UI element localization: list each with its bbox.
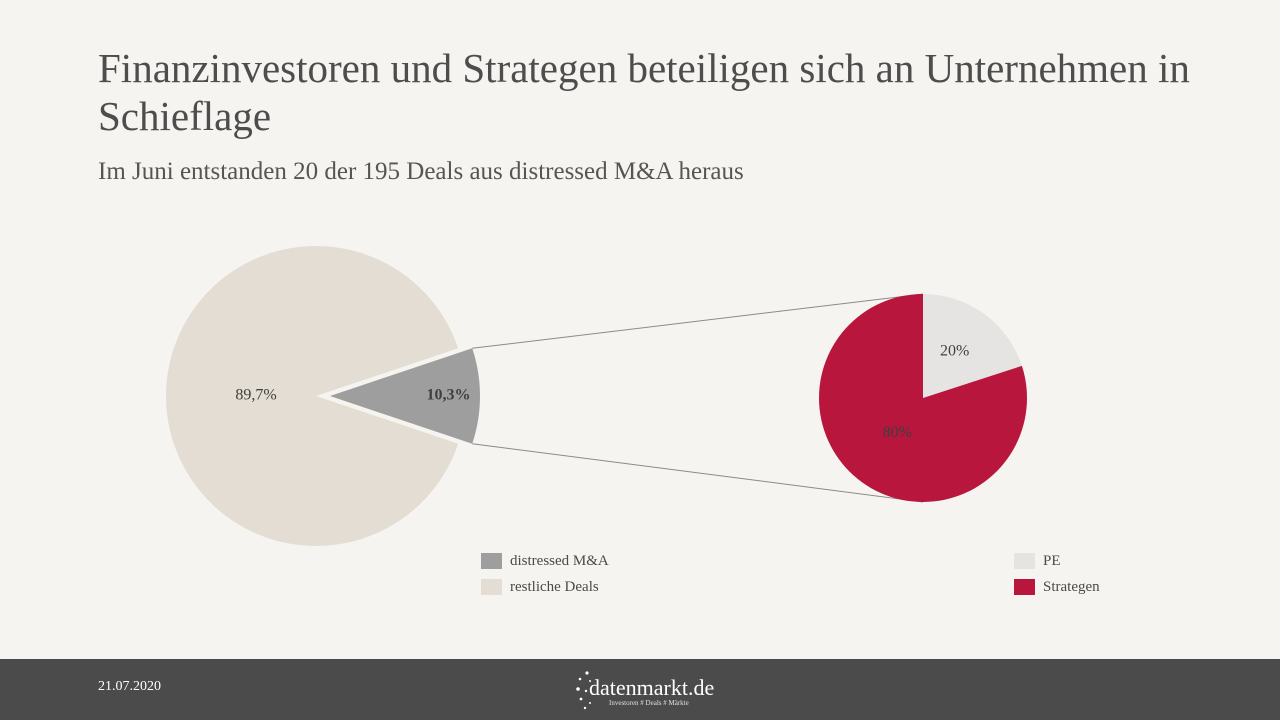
footer-date: 21.07.2020	[98, 679, 161, 694]
connector-line-top	[472, 293, 924, 349]
data-label-distressed-m-a: 10,3%	[427, 387, 471, 404]
main-pie: 89,7% 10,3%	[165, 246, 480, 547]
pie-slice-distressed-m-a[interactable]	[330, 348, 480, 444]
connector-line-bottom	[472, 443, 924, 503]
legend-swatch-distressed	[481, 553, 502, 569]
sub-pie: 20% 80%	[818, 294, 1027, 502]
legend-item-restliche[interactable]: restliche Deals	[481, 574, 609, 600]
legend-item-distressed[interactable]: distressed M&A	[481, 548, 609, 574]
pie-of-pie-chart: 89,7% 10,3% 20% 80%	[165, 246, 1027, 547]
legend-item-pe[interactable]: PE	[1014, 548, 1100, 574]
legend-label-pe: PE	[1043, 552, 1061, 569]
legend-swatch-restliche	[481, 579, 502, 595]
legend-swatch-pe	[1014, 553, 1035, 569]
page-title: Finanzinvestoren und Strategen beteilige…	[98, 45, 1190, 139]
legend-label-distressed: distressed M&A	[510, 552, 609, 569]
pie-slice-strategen[interactable]	[818, 294, 1027, 502]
data-label-strategen: 80%	[883, 424, 912, 441]
logo-tagline: Investoren # Deals # Märkte	[609, 699, 689, 707]
datenmarkt-logo[interactable]: datenmarkt.de Investoren # Deals # Märkt…	[575, 665, 735, 715]
pie-slice-pe[interactable]	[923, 294, 1022, 398]
sub-pie-legend: PE Strategen	[1014, 548, 1100, 600]
legend-item-strategen[interactable]: Strategen	[1014, 574, 1100, 600]
legend-swatch-strategen	[1014, 579, 1035, 595]
logo-text: datenmarkt.de	[589, 675, 715, 700]
legend-label-restliche: restliche Deals	[510, 578, 599, 595]
footer-bar: 21.07.2020 datenmarkt.de Investoren # De…	[0, 659, 1280, 720]
logo-dots-icon	[576, 671, 591, 710]
pie-slice-restliche-deals[interactable]	[165, 246, 459, 547]
page-subtitle: Im Juni entstanden 20 der 195 Deals aus …	[98, 158, 744, 185]
main-pie-legend: distressed M&A restliche Deals	[481, 548, 609, 600]
data-label-restliche-deals: 89,7%	[235, 387, 276, 404]
legend-label-strategen: Strategen	[1043, 578, 1100, 595]
data-label-pe: 20%	[940, 342, 969, 359]
